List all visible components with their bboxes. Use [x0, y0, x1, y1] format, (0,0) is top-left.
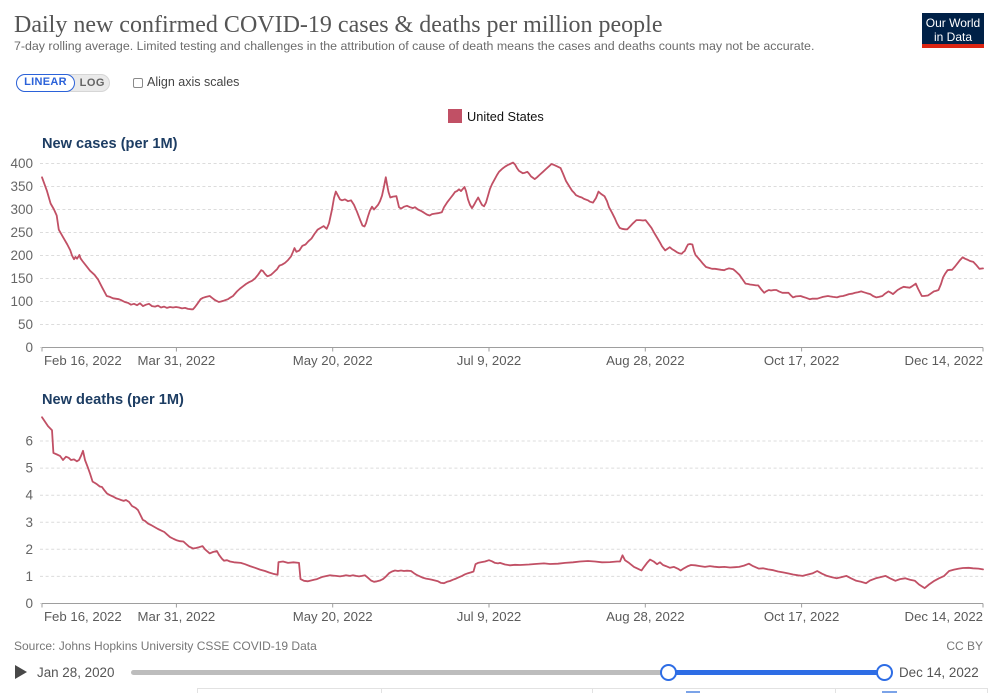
svg-text:Aug 28, 2022: Aug 28, 2022	[606, 609, 684, 624]
svg-text:Jul 9, 2022: Jul 9, 2022	[457, 353, 522, 368]
svg-text:200: 200	[10, 248, 33, 263]
svg-text:50: 50	[18, 317, 33, 332]
svg-text:Dec 14, 2022: Dec 14, 2022	[905, 609, 983, 624]
svg-text:350: 350	[10, 179, 33, 194]
svg-text:0: 0	[25, 596, 33, 611]
svg-text:3: 3	[25, 515, 33, 530]
svg-text:2: 2	[25, 542, 33, 557]
svg-text:May 20, 2022: May 20, 2022	[293, 353, 373, 368]
svg-text:250: 250	[10, 225, 33, 240]
svg-text:Oct 17, 2022: Oct 17, 2022	[764, 609, 840, 624]
svg-text:0: 0	[25, 340, 33, 355]
svg-text:4: 4	[25, 488, 33, 503]
svg-text:May 20, 2022: May 20, 2022	[293, 609, 373, 624]
svg-text:6: 6	[25, 434, 33, 449]
svg-text:Jul 9, 2022: Jul 9, 2022	[457, 609, 522, 624]
svg-text:100: 100	[10, 294, 33, 309]
svg-text:Mar 31, 2022: Mar 31, 2022	[138, 353, 216, 368]
svg-text:Aug 28, 2022: Aug 28, 2022	[606, 353, 684, 368]
svg-text:5: 5	[25, 461, 33, 476]
svg-text:Dec 14, 2022: Dec 14, 2022	[905, 353, 983, 368]
svg-text:Mar 31, 2022: Mar 31, 2022	[138, 609, 216, 624]
svg-text:1: 1	[25, 569, 33, 584]
svg-text:400: 400	[10, 156, 33, 171]
svg-text:Oct 17, 2022: Oct 17, 2022	[764, 353, 840, 368]
svg-text:300: 300	[10, 202, 33, 217]
svg-text:Feb 16, 2022: Feb 16, 2022	[44, 353, 122, 368]
svg-text:150: 150	[10, 271, 33, 286]
svg-text:Feb 16, 2022: Feb 16, 2022	[44, 609, 122, 624]
